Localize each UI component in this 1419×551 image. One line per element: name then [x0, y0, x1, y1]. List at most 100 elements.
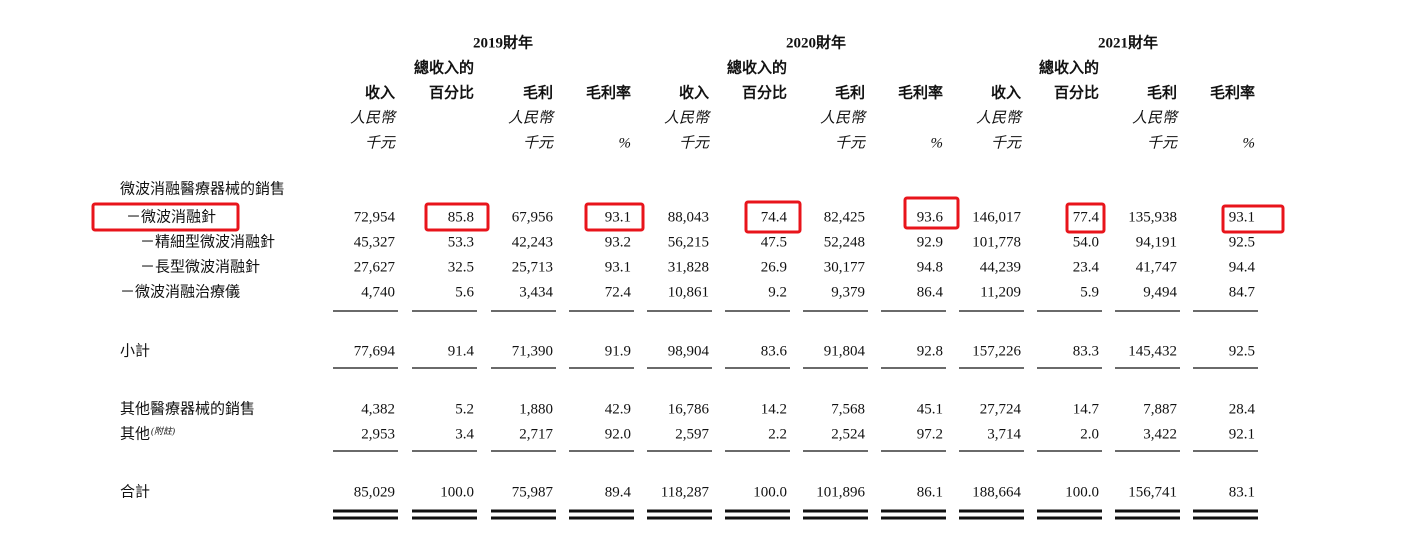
- cell-value: 25,713: [512, 259, 553, 275]
- column-header: 毛利率: [898, 83, 943, 101]
- column-header: 總收入的: [1039, 58, 1099, 76]
- cell-value: 14.7: [1073, 401, 1100, 417]
- cell-value: 188,664: [972, 484, 1021, 500]
- cell-value: 91.4: [448, 343, 475, 359]
- cell-value: 71,390: [512, 343, 553, 359]
- cell-value: 146,017: [972, 209, 1021, 225]
- row-label: 微波消融醫療器械的銷售: [120, 180, 285, 197]
- highlight-box: [1065, 202, 1106, 234]
- cell-value: 11,209: [980, 284, 1021, 300]
- cell-value: 100.0: [753, 484, 787, 500]
- cell-value: 92.9: [917, 234, 943, 250]
- cell-value: 3,434: [519, 284, 553, 300]
- cell-value: 88,043: [668, 209, 709, 225]
- unit-label: 人民幣: [820, 109, 868, 126]
- column-header: 收入: [991, 83, 1021, 101]
- cell-value: 93.1: [605, 259, 631, 275]
- row-label: －微波消融治療儀: [120, 282, 240, 300]
- cell-value: 14.2: [761, 401, 787, 417]
- cell-value: 94.8: [917, 259, 943, 275]
- column-header: 百分比: [1054, 83, 1099, 101]
- highlight-box: [744, 200, 802, 234]
- row-label: －精細型微波消融針: [140, 233, 275, 250]
- cell-value: 77,694: [354, 343, 396, 359]
- highlight-box: [584, 202, 645, 232]
- cell-value: 101,778: [972, 234, 1021, 250]
- cell-value: 42.9: [605, 401, 631, 417]
- cell-value: 98,904: [668, 343, 710, 359]
- cell-value: 93.2: [605, 234, 631, 250]
- column-header: 百分比: [742, 83, 787, 101]
- column-header: 毛利: [523, 83, 553, 101]
- year-header: 2021財年: [1098, 33, 1158, 51]
- cell-value: 4,740: [361, 284, 395, 300]
- cell-value: 83.3: [1073, 343, 1099, 359]
- cell-value: 9,379: [831, 284, 865, 300]
- unit-label: %: [619, 135, 632, 151]
- cell-value: 2,597: [675, 426, 709, 442]
- unit-label: 千元: [679, 134, 710, 151]
- cell-value: 9,494: [1143, 284, 1177, 300]
- year-header: 2020財年: [786, 33, 846, 51]
- row-label: 其他醫療器械的銷售: [120, 400, 255, 417]
- cell-value: 86.4: [917, 284, 944, 300]
- cell-value: 100.0: [440, 484, 474, 500]
- year-header: 2019財年: [473, 33, 533, 51]
- cell-value: 1,880: [519, 401, 553, 417]
- cell-value: 56,215: [668, 234, 709, 250]
- cell-value: 86.1: [917, 484, 943, 500]
- cell-value: 74.4: [761, 209, 788, 225]
- row-label: 其他: [120, 425, 150, 442]
- unit-label: 千元: [991, 134, 1022, 151]
- unit-label: 人民幣: [508, 109, 556, 126]
- cell-value: 16,786: [668, 401, 710, 417]
- column-header: 總收入的: [727, 58, 787, 76]
- cell-value: 93.1: [1229, 209, 1255, 225]
- cell-value: 89.4: [605, 484, 632, 500]
- unit-label: %: [1243, 135, 1256, 151]
- column-header: 毛利率: [586, 83, 631, 101]
- cell-value: 82,425: [824, 209, 865, 225]
- row-label: 合計: [120, 483, 150, 500]
- cell-value: 26.9: [761, 259, 787, 275]
- cell-value: 2,524: [831, 426, 865, 442]
- cell-value: 91.9: [605, 343, 631, 359]
- cell-value: 47.5: [761, 234, 787, 250]
- cell-value: 7,568: [831, 401, 865, 417]
- cell-value: 9.2: [768, 284, 787, 300]
- cell-value: 52,248: [824, 234, 865, 250]
- cell-value: 2.2: [768, 426, 787, 442]
- column-header: 收入: [365, 83, 395, 101]
- cell-value: 2,717: [519, 426, 553, 442]
- cell-value: 5.2: [455, 401, 474, 417]
- unit-label: %: [931, 135, 944, 151]
- cell-value: 118,287: [661, 484, 710, 500]
- column-header: 總收入的: [414, 58, 474, 76]
- cell-value: 45,327: [354, 234, 396, 250]
- cell-value: 2,953: [361, 426, 395, 442]
- cell-value: 45.1: [917, 401, 943, 417]
- cell-value: 145,432: [1128, 343, 1177, 359]
- highlight-box: [903, 196, 960, 230]
- cell-value: 41,747: [1136, 259, 1178, 275]
- cell-value: 54.0: [1073, 234, 1099, 250]
- cell-value: 84.7: [1229, 284, 1256, 300]
- cell-value: 3,422: [1143, 426, 1177, 442]
- cell-value: 75,987: [512, 484, 554, 500]
- unit-label: 千元: [523, 134, 554, 151]
- cell-value: 92.5: [1229, 343, 1255, 359]
- cell-value: 93.1: [605, 209, 631, 225]
- row-label: －長型微波消融針: [140, 258, 260, 275]
- cell-value: 85,029: [354, 484, 395, 500]
- cell-value: 44,239: [980, 259, 1021, 275]
- cell-value: 28.4: [1229, 401, 1256, 417]
- cell-value: 32.5: [448, 259, 474, 275]
- unit-label: 千元: [365, 134, 396, 151]
- cell-value: 27,627: [354, 259, 396, 275]
- cell-value: 2.0: [1080, 426, 1099, 442]
- cell-value: 83.6: [761, 343, 788, 359]
- cell-value: 101,896: [816, 484, 865, 500]
- highlight-box: [1221, 204, 1285, 234]
- cell-value: 4,382: [361, 401, 395, 417]
